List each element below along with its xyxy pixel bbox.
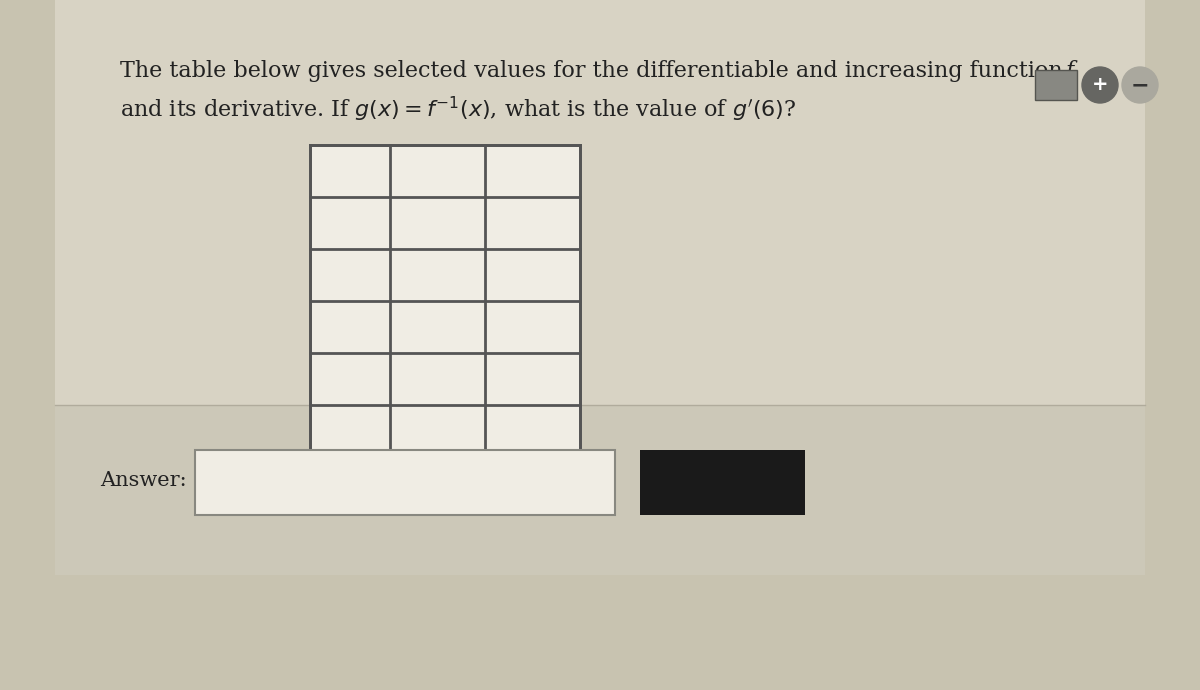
Text: Submit Answer: Submit Answer <box>659 474 785 492</box>
Text: 0: 0 <box>431 213 444 233</box>
Bar <box>1034 70 1078 100</box>
Text: 8: 8 <box>526 213 539 233</box>
Text: 2: 2 <box>343 266 356 284</box>
Text: 2: 2 <box>526 317 539 337</box>
Text: 7: 7 <box>343 422 356 440</box>
Text: 10: 10 <box>520 266 546 284</box>
Bar <box>194 450 616 515</box>
Text: +: + <box>1092 75 1109 95</box>
Text: 6: 6 <box>343 370 356 388</box>
Bar <box>55 405 1145 575</box>
Text: $f(x)$: $f(x)$ <box>419 159 456 182</box>
Text: $x$: $x$ <box>342 161 358 181</box>
Text: Answer:: Answer: <box>100 471 187 489</box>
Text: f: f <box>1066 60 1073 82</box>
Text: 1: 1 <box>343 213 356 233</box>
Circle shape <box>1082 67 1118 103</box>
Text: 9: 9 <box>431 473 444 493</box>
Text: 6: 6 <box>431 422 444 440</box>
Text: 7: 7 <box>526 473 539 493</box>
Text: 9: 9 <box>526 422 539 440</box>
Text: 10: 10 <box>337 473 364 493</box>
Text: 1: 1 <box>431 266 444 284</box>
Circle shape <box>1122 67 1158 103</box>
Bar <box>640 450 805 515</box>
Text: 2: 2 <box>431 317 444 337</box>
Bar <box>310 145 580 509</box>
Text: −: − <box>1130 75 1150 95</box>
Text: $f'(x)$: $f'(x)$ <box>511 159 553 184</box>
Text: 5: 5 <box>343 317 356 337</box>
Text: 4: 4 <box>431 370 444 388</box>
Bar <box>55 0 1145 575</box>
Text: and its derivative. If $g(x) = f^{-1}(x)$, what is the value of $g'(6)$?: and its derivative. If $g(x) = f^{-1}(x)… <box>120 95 797 124</box>
Text: 1: 1 <box>526 370 539 388</box>
Text: The table below gives selected values for the differentiable and increasing func: The table below gives selected values fo… <box>120 60 1069 82</box>
